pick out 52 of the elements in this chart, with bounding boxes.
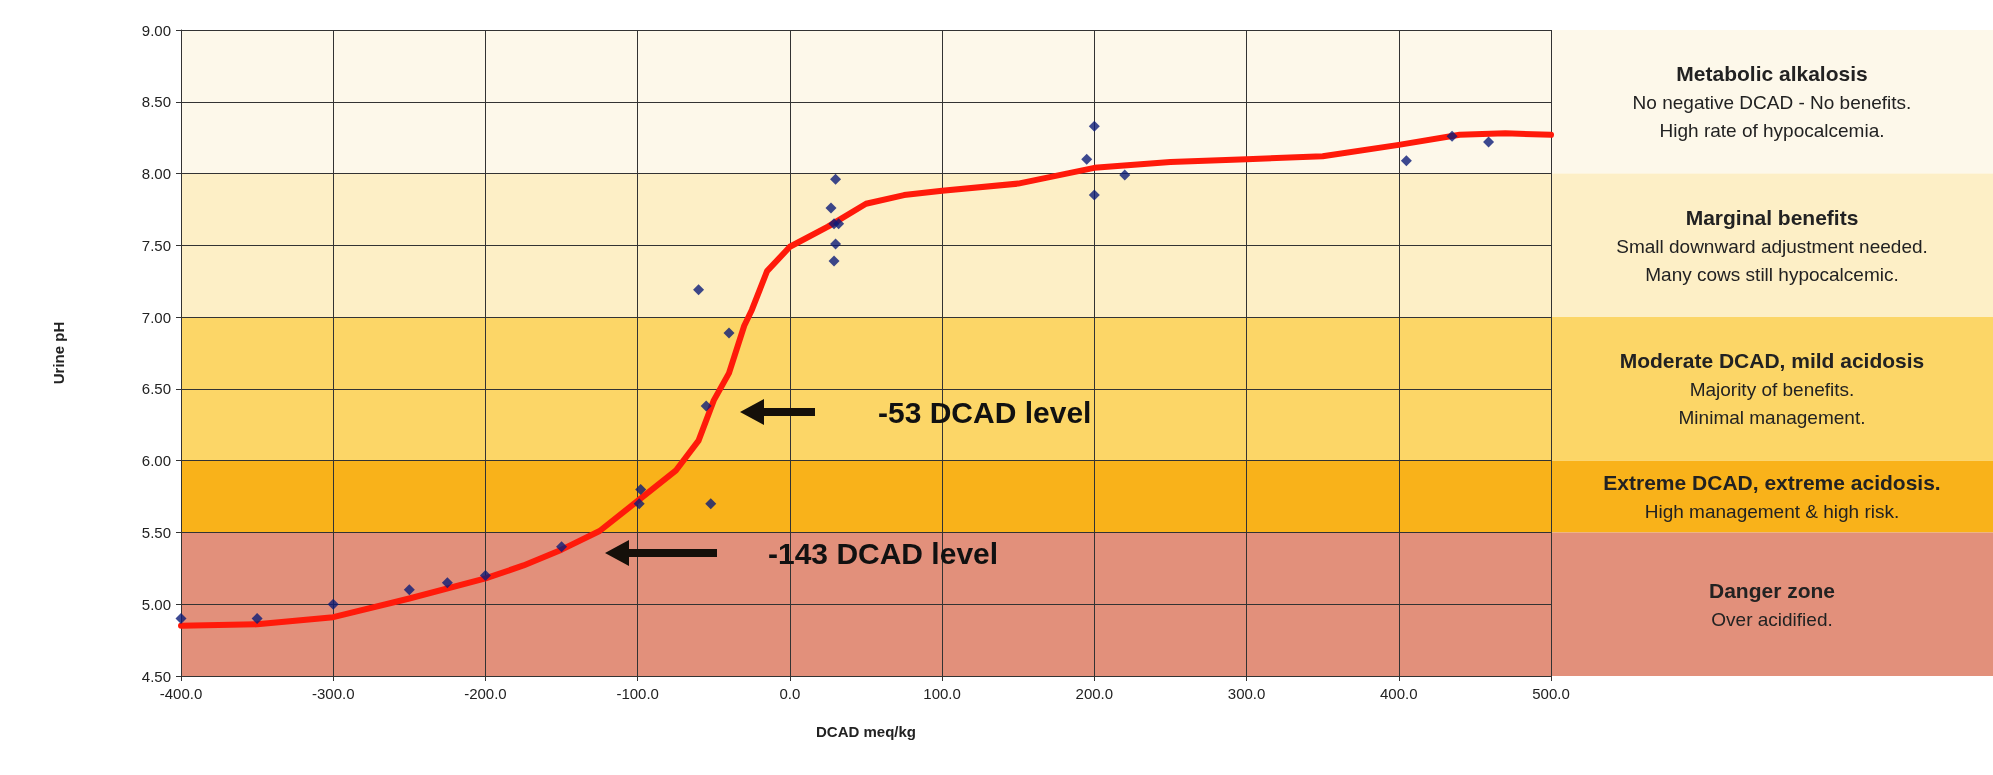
y-tick-label: 8.50 bbox=[141, 93, 171, 111]
y-axis-title: Urine pH bbox=[50, 321, 67, 385]
x-tick-label: -300.0 bbox=[311, 685, 355, 702]
point bbox=[327, 598, 339, 610]
point bbox=[705, 498, 717, 510]
point bbox=[441, 577, 453, 589]
x-tick-label: 100.0 bbox=[923, 685, 961, 702]
point bbox=[556, 541, 568, 553]
y-tick-label: 7.50 bbox=[141, 236, 171, 254]
x-tick-label: 200.0 bbox=[1075, 685, 1114, 702]
x-tick-label: 0.0 bbox=[779, 685, 801, 702]
point bbox=[830, 238, 842, 250]
x-tick-label: -400.0 bbox=[159, 685, 203, 702]
band-label: Moderate DCAD, mild acidosis Majority of benefits. Minimal management. bbox=[1619, 349, 1925, 429]
point bbox=[830, 173, 842, 185]
y-tick-label: 6.50 bbox=[141, 380, 171, 398]
point bbox=[479, 570, 491, 582]
x-tick-label: -200.0 bbox=[464, 685, 507, 702]
band-label: Danger zone Over acidified. bbox=[1708, 578, 1836, 630]
point bbox=[635, 483, 647, 495]
x-tick-label: 300.0 bbox=[1227, 685, 1266, 702]
point bbox=[833, 218, 845, 230]
point bbox=[723, 327, 735, 339]
point bbox=[1446, 130, 1458, 142]
x-tick-label: 400.0 bbox=[1380, 685, 1418, 702]
y-tick-label: 4.50 bbox=[141, 667, 171, 685]
point bbox=[633, 498, 645, 510]
band-label: Marginal benefits Small downward adjustment needed. Many cows still hypocalcemic. bbox=[1616, 205, 1928, 285]
y-tick-label: 5.50 bbox=[141, 523, 171, 541]
point bbox=[403, 584, 415, 596]
point bbox=[700, 400, 712, 412]
y-tick-label: 6.00 bbox=[141, 452, 171, 470]
point bbox=[1088, 120, 1100, 132]
y-tick-label: 8.00 bbox=[141, 165, 171, 183]
point bbox=[825, 202, 837, 214]
band-label: Extreme DCAD, extreme acidosis. High management & high risk. bbox=[1603, 471, 1941, 523]
x-axis-title: DCAD meq/kg bbox=[815, 723, 917, 740]
point bbox=[693, 284, 705, 296]
point bbox=[1081, 153, 1093, 165]
point bbox=[1088, 189, 1100, 201]
point bbox=[828, 255, 840, 267]
band-label: Metabolic alkalosis No negative DCAD - No benefits. High rate of hypocalcemia. bbox=[1632, 62, 1912, 142]
point bbox=[1119, 169, 1131, 181]
point bbox=[175, 613, 187, 625]
y-tick-label: 9.00 bbox=[141, 21, 171, 39]
y-tick-label: 5.00 bbox=[141, 595, 171, 613]
point bbox=[1400, 155, 1412, 167]
y-tick-label: 7.00 bbox=[141, 308, 171, 326]
x-tick-label: 500.0 bbox=[1532, 685, 1570, 702]
point bbox=[251, 613, 263, 625]
x-tick-label: -100.0 bbox=[616, 685, 659, 702]
point bbox=[1483, 136, 1495, 148]
